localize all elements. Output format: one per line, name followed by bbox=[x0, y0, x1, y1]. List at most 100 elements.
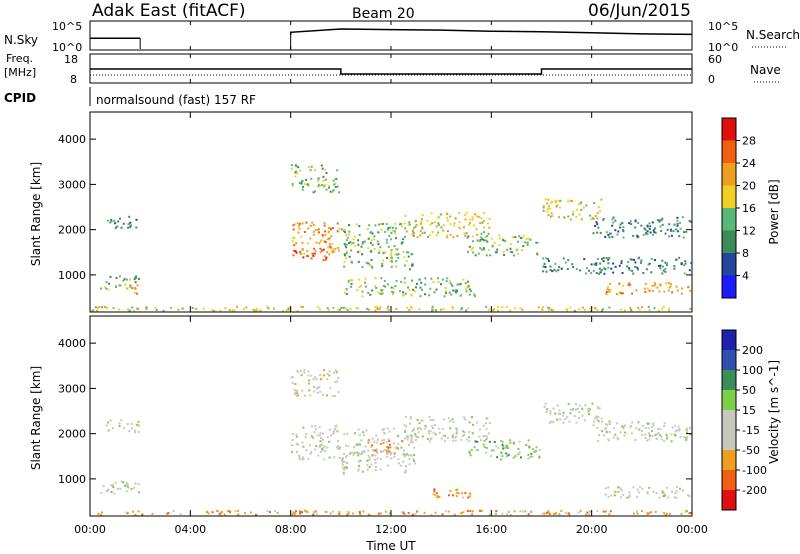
heatmap-cell bbox=[408, 223, 411, 226]
heatmap-cell bbox=[359, 513, 362, 516]
heatmap-cell bbox=[295, 242, 298, 245]
heatmap-cell bbox=[377, 243, 380, 246]
nsky-panel: N.Sky 10^5 10^0 10^5 10^0 N.Search bbox=[4, 20, 800, 54]
heatmap-cell bbox=[636, 234, 639, 237]
heatmap-cell bbox=[302, 426, 305, 429]
heatmap-cell bbox=[179, 513, 182, 516]
heatmap-cell bbox=[403, 222, 406, 225]
heatmap-cell bbox=[332, 432, 335, 435]
heatmap-cell bbox=[485, 422, 487, 425]
heatmap-cell bbox=[448, 494, 450, 497]
heatmap-cell bbox=[528, 445, 531, 448]
heatmap-cell bbox=[395, 308, 398, 310]
heatmap-cell bbox=[405, 306, 408, 309]
heatmap-cell bbox=[586, 511, 589, 514]
heatmap-cell bbox=[244, 512, 246, 515]
heatmap-cell bbox=[395, 253, 398, 256]
heatmap-cell bbox=[538, 448, 541, 451]
heatmap-cell bbox=[317, 177, 320, 180]
heatmap-cell bbox=[335, 424, 338, 427]
heatmap-cell bbox=[688, 512, 691, 515]
heatmap-cell bbox=[172, 510, 175, 512]
heatmap-cell bbox=[329, 245, 332, 248]
heatmap-cell bbox=[317, 185, 320, 188]
heatmap-cell bbox=[648, 432, 650, 435]
heatmap-cell bbox=[600, 198, 603, 201]
heatmap-cell bbox=[471, 216, 474, 219]
heatmap-cell bbox=[593, 263, 596, 266]
heatmap-cell bbox=[342, 306, 345, 309]
heatmap-cell bbox=[124, 483, 127, 486]
heatmap-cell bbox=[543, 263, 546, 265]
heatmap-cell bbox=[451, 418, 454, 421]
heatmap-cell bbox=[298, 456, 301, 459]
heatmap-cell bbox=[571, 408, 574, 411]
x-tick-label: 08:00 bbox=[275, 523, 307, 536]
heatmap-cell bbox=[309, 452, 312, 455]
heatmap-cell bbox=[322, 259, 325, 262]
heatmap-cell bbox=[607, 259, 610, 261]
heatmap-cell bbox=[624, 431, 627, 434]
heatmap-cell bbox=[482, 424, 485, 427]
heatmap-cell bbox=[355, 307, 358, 310]
heatmap-cell bbox=[514, 236, 517, 239]
heatmap-cell bbox=[668, 286, 671, 289]
heatmap-cell bbox=[486, 417, 489, 420]
heatmap-cell bbox=[622, 236, 625, 239]
x-tick-label: 04:00 bbox=[174, 523, 206, 536]
heatmap-cell bbox=[460, 293, 463, 296]
heatmap-cell bbox=[661, 259, 664, 262]
heatmap-cell bbox=[428, 432, 431, 435]
heatmap-cell bbox=[359, 459, 362, 462]
heatmap-cell bbox=[542, 270, 545, 273]
heatmap-cell bbox=[435, 288, 438, 291]
heatmap-cell bbox=[366, 459, 369, 462]
heatmap-cell bbox=[584, 272, 587, 275]
heatmap-cell bbox=[612, 436, 615, 439]
heatmap-cell bbox=[569, 306, 572, 309]
heatmap-cell bbox=[378, 249, 381, 252]
heatmap-cell bbox=[327, 186, 330, 189]
heatmap-cell bbox=[336, 222, 339, 225]
heatmap-cell bbox=[559, 418, 562, 421]
heatmap-cell bbox=[476, 421, 479, 424]
heatmap-cell bbox=[404, 292, 407, 295]
heatmap-cell bbox=[370, 463, 373, 466]
heatmap-cell bbox=[334, 369, 337, 372]
heatmap-cell bbox=[652, 229, 655, 232]
heatmap-cell bbox=[306, 250, 309, 253]
heatmap-cell bbox=[501, 306, 504, 309]
heatmap-cell bbox=[402, 251, 405, 253]
heatmap-cell bbox=[498, 244, 501, 247]
heatmap-cell bbox=[454, 436, 457, 439]
heatmap-cell bbox=[340, 228, 343, 231]
heatmap-cell bbox=[379, 246, 382, 249]
heatmap-cell bbox=[521, 308, 524, 311]
heatmap-cell bbox=[441, 229, 444, 232]
heatmap-cell bbox=[469, 218, 472, 221]
heatmap-cell bbox=[110, 491, 113, 493]
heatmap-cell bbox=[569, 412, 572, 415]
heatmap-cell bbox=[314, 376, 316, 379]
heatmap-cell bbox=[303, 369, 306, 372]
heatmap-cell bbox=[337, 249, 340, 252]
heatmap-cell bbox=[303, 182, 306, 185]
heatmap-cell bbox=[605, 426, 608, 429]
heatmap-cell bbox=[350, 451, 353, 454]
heatmap-cell bbox=[628, 494, 631, 497]
heatmap-cell bbox=[226, 510, 229, 513]
heatmap-cell bbox=[681, 287, 684, 290]
nsky-trace bbox=[90, 28, 693, 49]
heatmap-cell bbox=[557, 412, 560, 415]
heatmap-cell bbox=[527, 457, 530, 460]
heatmap-cell bbox=[448, 280, 451, 283]
heatmap-cell bbox=[619, 431, 622, 434]
heatmap-cell bbox=[395, 227, 398, 230]
heatmap-cell bbox=[292, 224, 295, 227]
heatmap-cell bbox=[315, 378, 318, 381]
heatmap-cell bbox=[634, 265, 637, 268]
heatmap-cell bbox=[252, 308, 255, 311]
heatmap-cell bbox=[417, 431, 420, 434]
heatmap-cell bbox=[294, 175, 297, 178]
heatmap-cell bbox=[681, 489, 684, 492]
